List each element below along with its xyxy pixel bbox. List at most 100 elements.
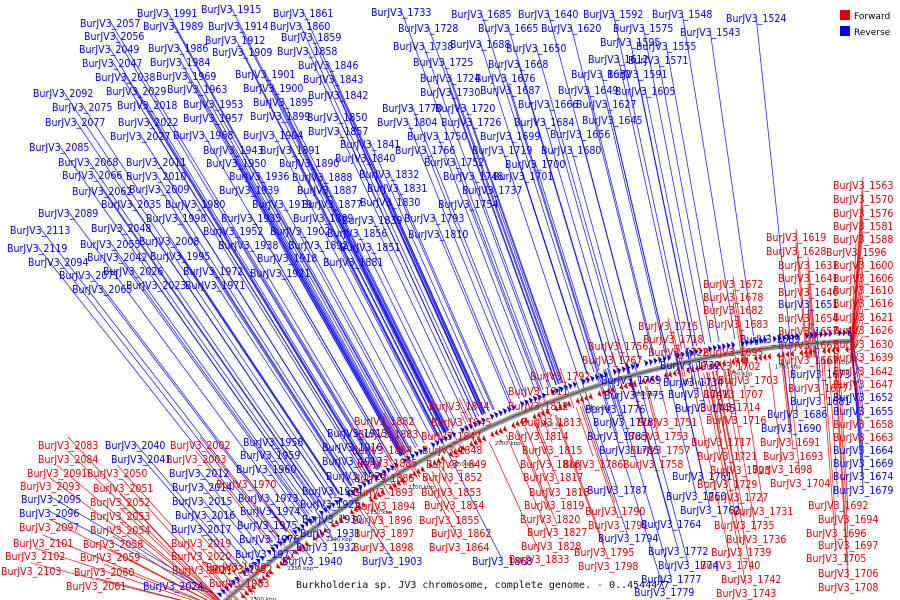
reverse-gene-label: BurJV3_2012: [169, 468, 229, 480]
reverse-leader-line: [232, 147, 405, 455]
forward-gene-label: BurJV3_1631: [778, 260, 838, 272]
forward-gene-label: BurJV3_1852: [422, 472, 482, 484]
forward-gene-label: BurJV3_1897: [354, 528, 414, 540]
reverse-leader-line: [74, 119, 333, 500]
reverse-feature-arrow: [240, 570, 246, 577]
reverse-feature-arrow: [310, 515, 316, 522]
scale-tick-label: 1650 kbp: [823, 360, 849, 366]
reverse-leader-line: [177, 45, 406, 454]
forward-feature-arrow: [758, 354, 763, 362]
reverse-gene-label: BurJV3_1754: [438, 199, 498, 211]
forward-gene-label: BurJV3_1827: [527, 527, 587, 539]
forward-feature-arrow: [790, 350, 794, 358]
forward-gene-label: BurJV3_1854: [424, 500, 484, 512]
forward-feature-arrow: [654, 374, 659, 381]
reverse-gene-label: BurJV3_1676: [475, 73, 535, 85]
reverse-gene-label: BurJV3_1842: [308, 90, 368, 102]
reverse-feature-arrow: [675, 352, 681, 360]
forward-feature-arrow: [262, 574, 268, 581]
reverse-feature-arrow: [838, 329, 842, 337]
forward-feature-arrow: [744, 356, 749, 364]
reverse-gene-label: BurJV3_1726: [441, 117, 501, 129]
reverse-gene-label: BurJV3_2055: [80, 239, 140, 251]
reverse-gene-label: BurJV3_1701: [493, 171, 553, 183]
forward-gene-label: BurJV3_1795: [574, 547, 634, 559]
reverse-feature-arrow: [599, 372, 604, 380]
reverse-gene-label: BurJV3_1968: [173, 130, 233, 142]
forward-gene-label: BurJV3_1845: [431, 417, 491, 429]
reverse-feature-arrow: [758, 337, 763, 345]
forward-feature-arrow: [826, 347, 831, 355]
reverse-feature-arrow: [303, 521, 309, 528]
reverse-feature-arrow: [612, 368, 617, 376]
reverse-gene-label: BurJV3_1943: [203, 145, 263, 157]
reverse-feature-arrow: [581, 378, 586, 386]
forward-gene-label: BurJV3_1662: [778, 340, 838, 352]
map-caption: Burkholderia sp. JV3 chromosome, complet…: [296, 580, 669, 591]
reverse-feature-arrow: [782, 334, 787, 342]
forward-gene-label: BurJV3_1718: [643, 334, 703, 346]
reverse-leader-line: [109, 241, 308, 517]
forward-gene-label: BurJV3_1743: [716, 588, 776, 600]
forward-leader-line: [488, 442, 540, 552]
reverse-gene-label: BurJV3_2015: [172, 496, 232, 508]
reverse-leader-line: [331, 488, 337, 496]
reverse-feature-arrow: [554, 387, 560, 395]
reverse-gene-label: BurJV3_1627: [576, 99, 636, 111]
scale-tick-label: 1950 kbp: [540, 422, 566, 428]
reverse-gene-label: BurJV3_1669: [833, 458, 893, 470]
reverse-feature-arrow: [277, 541, 283, 547]
forward-gene-label: BurJV3_1792: [530, 371, 590, 383]
reverse-leader-line: [179, 59, 403, 456]
reverse-leader-line: [57, 259, 277, 540]
reverse-leader-line: [146, 102, 373, 473]
reverse-leader-line: [262, 549, 266, 553]
reverse-feature-arrow: [393, 462, 399, 469]
reverse-gene-label: BurJV3_1656: [550, 129, 610, 141]
reverse-leader-line: [692, 346, 706, 407]
forward-gene-label: BurJV3_1723: [710, 465, 770, 477]
forward-leader-line: [795, 228, 808, 358]
reverse-gene-label: BurJV3_1901: [235, 69, 295, 81]
reverse-feature-arrow: [810, 331, 814, 339]
forward-gene-label: BurJV3_2083: [38, 440, 98, 452]
forward-leader-line: [536, 422, 551, 457]
forward-gene-label: BurJV3_1705: [806, 553, 866, 565]
forward-gene-label: BurJV3_1833: [509, 554, 569, 566]
forward-leader-line: [201, 561, 237, 600]
scale-tick-mark: [330, 535, 333, 539]
reverse-leader-line: [81, 104, 341, 494]
forward-legend-label: Forward: [854, 12, 890, 22]
forward-gene-label: BurJV3_1639: [833, 352, 893, 364]
forward-gene-label: BurJV3_1818: [529, 487, 589, 499]
forward-gene-label: BurJV3_1682: [703, 305, 763, 317]
forward-leader-line: [112, 535, 213, 600]
forward-gene-label: BurJV3_1819: [524, 500, 584, 512]
forward-gene-label: BurJV3_1588: [833, 234, 893, 246]
reverse-gene-label: BurJV3_1973: [238, 493, 298, 505]
reverse-feature-arrow: [644, 359, 649, 367]
forward-leader-line: [95, 577, 183, 600]
forward-feature-arrow: [301, 543, 307, 549]
reverse-gene-label: BurJV3_2068: [58, 157, 118, 169]
scale-tick-mark: [685, 378, 687, 382]
reverse-gene-label: BurJV3_1868: [472, 556, 532, 568]
forward-feature-arrow: [623, 382, 629, 390]
forward-gene-label: BurJV3_1790: [585, 506, 645, 518]
reverse-leader-line: [91, 172, 323, 506]
reverse-leader-line: [212, 101, 408, 453]
reverse-feature-arrow: [603, 371, 608, 379]
forward-gene-label: BurJV3_1982: [212, 564, 272, 576]
reverse-leader-line: [470, 119, 564, 383]
reverse-leader-line: [272, 439, 321, 508]
forward-leader-line: [807, 336, 811, 358]
reverse-leader-line: [472, 173, 552, 388]
reverse-gene-label: BurJV3_1890: [279, 158, 339, 170]
forward-leader-line: [850, 294, 864, 356]
reverse-feature-arrow: [559, 385, 564, 393]
reverse-leader-line: [248, 187, 402, 457]
reverse-leader-line: [232, 228, 378, 470]
forward-feature-arrow: [335, 519, 340, 525]
reverse-gene-label: BurJV3_1690: [761, 423, 821, 435]
forward-gene-label: BurJV3_1757: [630, 445, 690, 457]
